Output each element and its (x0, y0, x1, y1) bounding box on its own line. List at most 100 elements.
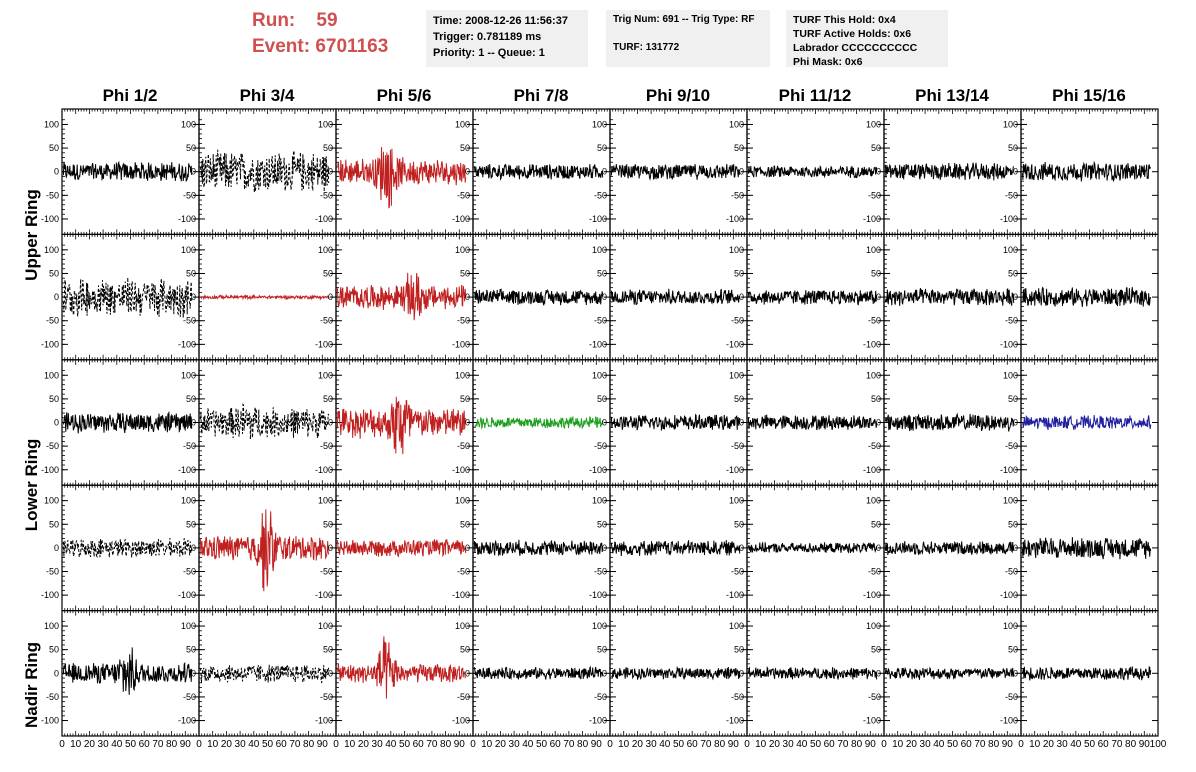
y-tick-label: 0 (328, 292, 333, 302)
y-tick-label: -50 (731, 567, 744, 577)
y-tick-label: 100 (455, 119, 470, 129)
y-tick-label: -100 (726, 590, 744, 600)
y-tick-label: 0 (465, 543, 470, 553)
y-tick-label: -100 (1000, 465, 1018, 475)
y-tick-label: -100 (589, 339, 607, 349)
y-tick-label: -100 (315, 716, 333, 726)
y-tick-label: -100 (452, 590, 470, 600)
y-tick-label: 0 (54, 668, 59, 678)
column-header-phi-9-10: Phi 9/10 (645, 86, 711, 105)
y-tick-label: -100 (315, 214, 333, 224)
y-tick-label: 0 (328, 418, 333, 428)
column-header-phi-1-2: Phi 1/2 (102, 86, 158, 105)
x-tick-label: 40 (111, 739, 123, 750)
y-tick-label: 50 (1008, 268, 1018, 278)
turf-hold-box: TURF This Hold: 0x4 TURF Active Holds: 0… (786, 10, 948, 68)
waveform-line (199, 509, 330, 592)
x-tick-label: 20 (358, 739, 370, 750)
y-tick-label: 50 (186, 519, 196, 529)
y-tick-label: 0 (328, 167, 333, 177)
y-tick-label: 50 (49, 519, 59, 529)
y-tick-label: 50 (186, 645, 196, 655)
y-tick-label: -100 (589, 214, 607, 224)
x-tick-label: 60 (413, 739, 425, 750)
y-tick-label: 100 (729, 119, 744, 129)
y-tick-label: 0 (739, 418, 744, 428)
y-tick-label: 50 (871, 519, 881, 529)
waveform-line (610, 540, 741, 557)
y-tick-label: 0 (191, 668, 196, 678)
turf-this-hold-text: TURF This Hold: 0x4 (793, 14, 896, 26)
x-tick-label: 80 (303, 739, 315, 750)
waveform-line (884, 162, 1015, 181)
waveform-line (62, 537, 193, 559)
x-tick-label: 90 (454, 739, 466, 750)
x-tick-label: 20 (84, 739, 96, 750)
y-tick-label: -100 (1000, 214, 1018, 224)
y-tick-label: 0 (602, 543, 607, 553)
y-tick-label: 50 (49, 268, 59, 278)
y-tick-label: 100 (44, 621, 59, 631)
event-line: Event: 6701163 (252, 36, 389, 57)
waveform-line (610, 288, 741, 305)
y-tick-label: -100 (178, 590, 196, 600)
y-tick-label: 100 (181, 245, 196, 255)
y-tick-label: 0 (328, 668, 333, 678)
y-tick-label: -50 (457, 441, 470, 451)
x-tick-label: 90 (180, 739, 192, 750)
y-tick-label: 100 (44, 370, 59, 380)
trigger-text: Trigger: 0.781189 ms (433, 31, 542, 43)
waveform-line (199, 149, 330, 193)
y-tick-label: -100 (178, 465, 196, 475)
y-tick-label: -50 (731, 190, 744, 200)
y-tick-label: 50 (597, 143, 607, 153)
y-tick-label: 0 (739, 292, 744, 302)
y-tick-label: -50 (457, 316, 470, 326)
y-tick-label: -50 (868, 567, 881, 577)
y-tick-label: -50 (457, 190, 470, 200)
y-tick-label: 50 (734, 519, 744, 529)
waveform-line (747, 165, 878, 179)
y-tick-label: -100 (178, 716, 196, 726)
y-tick-label: -50 (320, 567, 333, 577)
waveform-line (1022, 286, 1152, 307)
y-tick-label: 50 (186, 143, 196, 153)
waveform-line (62, 411, 193, 434)
x-tick-label: 50 (262, 739, 274, 750)
waveform-line (884, 288, 1015, 306)
y-tick-label: -50 (457, 692, 470, 702)
waveform-line (747, 414, 878, 431)
y-tick-label: 0 (739, 543, 744, 553)
y-tick-label: -100 (726, 465, 744, 475)
turf-text: TURF: 131772 (613, 42, 680, 53)
y-tick-label: 50 (186, 268, 196, 278)
y-tick-label: 100 (592, 370, 607, 380)
y-tick-label: -50 (457, 567, 470, 577)
y-tick-label: -50 (1005, 567, 1018, 577)
x-tick-label: 0 (59, 739, 65, 750)
waveform-line (473, 163, 604, 181)
y-tick-label: 100 (181, 370, 196, 380)
y-tick-label: 50 (323, 268, 333, 278)
turf-active-holds-text: TURF Active Holds: 0x6 (793, 28, 912, 40)
waveform-line (473, 288, 604, 306)
y-tick-label: 0 (54, 167, 59, 177)
time-text: Time: 2008-12-26 11:56:37 (433, 15, 568, 27)
phi-mask-text: Phi Mask: 0x6 (793, 56, 863, 68)
y-tick-label: 100 (1003, 245, 1018, 255)
column-header-phi-13-14: Phi 13/14 (915, 86, 989, 105)
waveform-line (1021, 160, 1152, 183)
y-tick-label: 0 (465, 418, 470, 428)
y-tick-label: -50 (731, 441, 744, 451)
y-tick-label: -100 (41, 465, 59, 475)
y-tick-label: 100 (455, 496, 470, 506)
y-tick-label: -50 (183, 441, 196, 451)
y-tick-label: 50 (597, 268, 607, 278)
y-tick-label: -100 (178, 339, 196, 349)
waveform-line (62, 160, 193, 182)
y-tick-label: 0 (328, 543, 333, 553)
y-tick-label: 0 (191, 543, 196, 553)
x-tick-label: 80 (440, 739, 452, 750)
y-tick-label: 0 (54, 292, 59, 302)
